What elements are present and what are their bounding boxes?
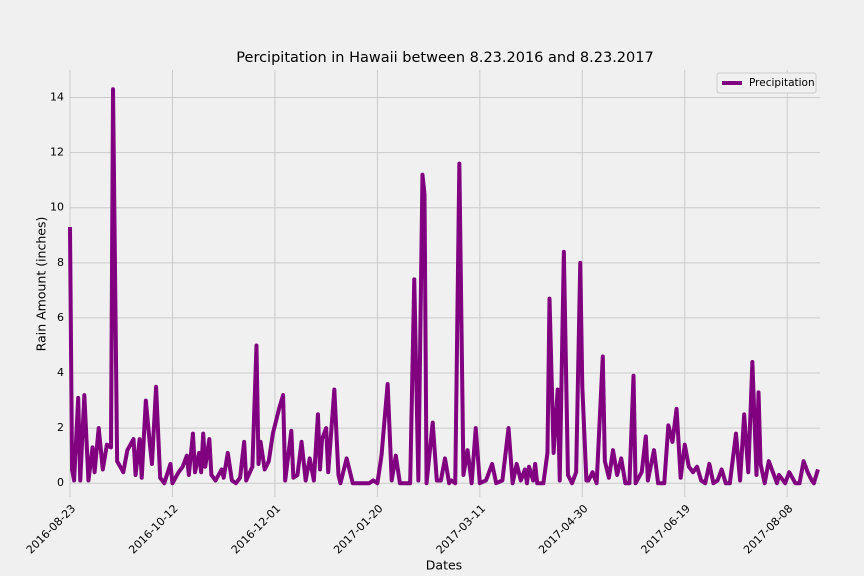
y-axis-label: Rain Amount (inches) [34,217,49,352]
legend-box [716,72,817,94]
y-tick-label: 4 [57,366,64,379]
y-tick-label: 10 [50,201,64,214]
y-tick-label: 12 [50,146,64,159]
y-tick-label: 0 [57,476,64,489]
y-tick-label: 14 [50,91,64,104]
x-axis-label: Dates [426,558,462,573]
legend-label: Precipitation [749,77,815,89]
y-tick-label: 8 [57,256,64,269]
data-line [68,87,820,486]
y-tick-label: 2 [57,421,64,434]
y-tick-label: 6 [57,311,64,324]
chart-title: Percipitation in Hawaii between 8.23.201… [236,50,653,66]
